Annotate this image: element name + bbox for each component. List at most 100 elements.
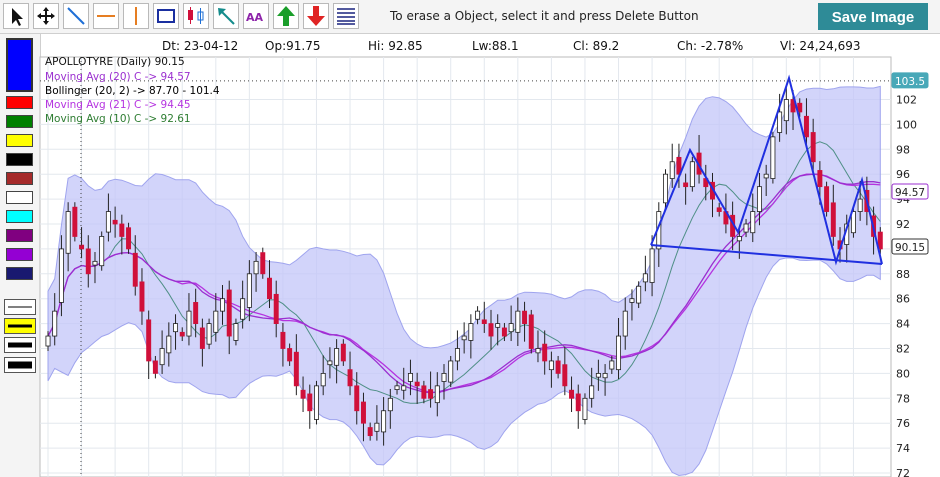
color-swatch-violet[interactable] (6, 248, 33, 261)
vertical-line-icon[interactable] (123, 3, 149, 29)
candle-body (112, 219, 118, 225)
y-tick-label: 76 (896, 417, 910, 430)
y-tick-label: 98 (896, 143, 910, 156)
text-annotation-icon[interactable]: AA (243, 3, 269, 29)
candle-body (448, 360, 454, 383)
candle-body (119, 223, 125, 237)
candle-body (132, 252, 138, 287)
candle-body (293, 351, 299, 387)
candle-body (508, 323, 514, 333)
svg-text:AA: AA (246, 11, 264, 24)
candle-body (515, 310, 521, 333)
save-image-button[interactable]: Save Image (818, 3, 928, 30)
rectangle-icon[interactable] (153, 3, 179, 29)
candle-body (609, 360, 615, 370)
candle-body (152, 360, 158, 374)
candle-body (616, 335, 622, 371)
candle-body (79, 244, 85, 250)
candle-body (267, 277, 272, 300)
candle-body (387, 397, 393, 412)
candle-body (528, 314, 534, 349)
candle-body (810, 132, 816, 163)
candle-body (770, 136, 776, 179)
move-icon[interactable] (33, 3, 59, 29)
candle-body (763, 173, 769, 179)
candle-body (877, 231, 883, 250)
candle-body (381, 410, 387, 433)
candle-body (58, 248, 64, 303)
line-width-3[interactable] (4, 337, 36, 353)
candle-body (206, 323, 212, 345)
candle-body (85, 248, 91, 275)
plot-area (40, 57, 891, 477)
last-price-label (891, 238, 929, 255)
candle-body (99, 236, 105, 267)
candle-body (716, 207, 722, 212)
candle-body (313, 385, 319, 420)
candle-body (857, 198, 863, 212)
y-tick-label: 86 (896, 293, 910, 306)
arrow-line-icon[interactable] (213, 3, 239, 29)
sell-arrow-icon[interactable] (303, 3, 329, 29)
candle-body (850, 211, 856, 234)
candle-body (542, 343, 548, 362)
pointer-arrow-icon[interactable] (3, 3, 29, 29)
candle-body (213, 310, 219, 333)
color-swatch-yellow[interactable] (6, 134, 33, 147)
candle-body (105, 211, 111, 233)
candle-body (260, 252, 266, 275)
candle-body (669, 161, 675, 179)
open-readout: Op:91.75 (265, 39, 321, 53)
candle-body (535, 348, 541, 354)
price-axis: 7274767880828486889092949698100102103.59… (891, 72, 929, 477)
candle-body (347, 369, 353, 387)
fibonacci-icon[interactable] (333, 3, 359, 29)
candle-body (334, 348, 340, 366)
toolbar: AA To erase a Object, select it and pres… (0, 0, 940, 34)
candle-body (830, 202, 836, 237)
line-width-4[interactable] (4, 357, 36, 373)
y-tick-label: 78 (896, 392, 910, 405)
candle-body (407, 372, 413, 382)
horizontal-line-icon[interactable] (93, 3, 119, 29)
line-width-2-selected[interactable] (4, 318, 36, 334)
ma20-last-label (891, 183, 929, 200)
candle-body (65, 211, 71, 254)
candle-body (454, 348, 460, 362)
candle-body (824, 186, 830, 212)
candle-body (374, 422, 380, 432)
candle-body (461, 335, 467, 341)
y-tick-label: 72 (896, 467, 910, 477)
candle-body (750, 211, 756, 234)
ohlc-info-bar: Dt: 23-04-12 Op:91.75 Hi: 92.85 Lw:88.1 … (160, 37, 892, 56)
buy-arrow-icon[interactable] (273, 3, 299, 29)
color-swatch-brown[interactable] (6, 172, 33, 185)
candle-body (797, 102, 803, 113)
y-tick-label: 100 (896, 118, 917, 131)
candle-body (139, 281, 145, 312)
trend-line-icon[interactable] (63, 3, 89, 29)
color-swatch-black[interactable] (6, 153, 33, 166)
candle-body (595, 372, 601, 378)
color-swatch-selected[interactable] (6, 38, 33, 92)
low-readout: Lw:88.1 (472, 39, 519, 53)
candle-body (246, 273, 252, 308)
candle-body (548, 360, 554, 371)
color-swatch-purple[interactable] (6, 229, 33, 242)
candle-body (783, 99, 789, 122)
candle-body (629, 298, 635, 303)
candle-marker-icon[interactable] (183, 3, 209, 29)
candle-body (495, 323, 501, 328)
chart-legend: APOLLOTYRE (Daily) 90.15 Moving Avg (20) … (45, 56, 220, 125)
candle-body (569, 389, 575, 399)
color-swatch-green[interactable] (6, 115, 33, 128)
color-swatch-navy[interactable] (6, 267, 33, 280)
candle-body (642, 273, 648, 283)
color-swatch-cyan[interactable] (6, 210, 33, 223)
line-width-1[interactable] (4, 299, 36, 315)
color-swatch-white[interactable] (6, 191, 33, 204)
candle-body (434, 385, 440, 404)
color-swatch-red[interactable] (6, 96, 33, 109)
y-tick-label: 96 (896, 168, 910, 181)
